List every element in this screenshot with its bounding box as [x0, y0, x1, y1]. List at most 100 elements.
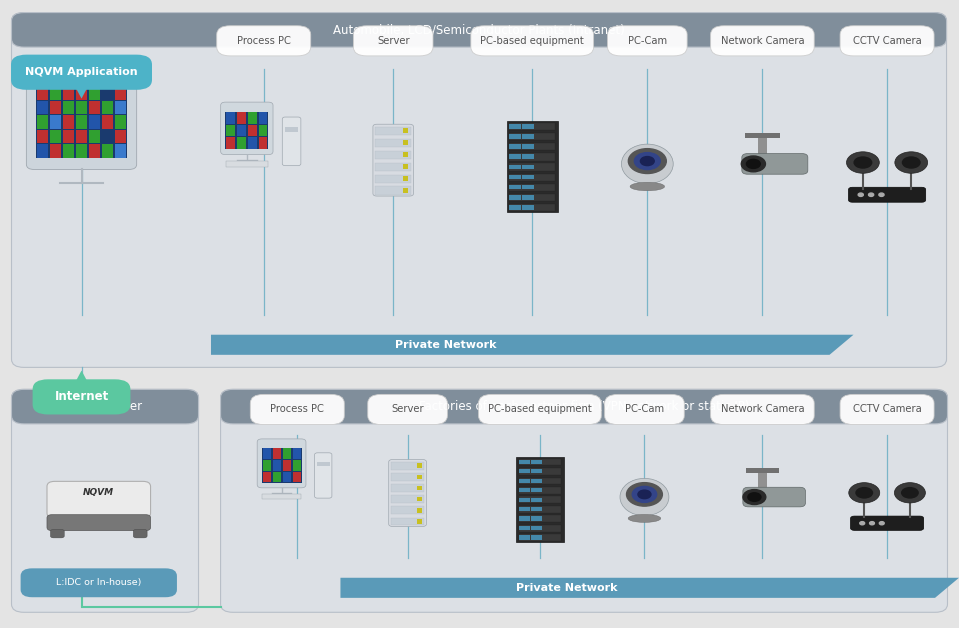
- Bar: [530, 479, 542, 483]
- FancyBboxPatch shape: [47, 481, 151, 518]
- Bar: [247, 138, 257, 149]
- Bar: [509, 134, 522, 139]
- Text: Server: Server: [377, 36, 409, 46]
- Circle shape: [746, 160, 760, 168]
- Ellipse shape: [628, 514, 661, 522]
- FancyBboxPatch shape: [221, 389, 947, 424]
- FancyBboxPatch shape: [12, 13, 947, 47]
- Bar: [519, 516, 561, 522]
- Bar: [283, 460, 291, 470]
- Bar: [263, 448, 270, 459]
- FancyBboxPatch shape: [217, 26, 311, 56]
- FancyBboxPatch shape: [12, 55, 152, 90]
- FancyBboxPatch shape: [221, 389, 947, 612]
- Ellipse shape: [847, 152, 879, 173]
- Text: Server: Server: [391, 404, 424, 414]
- Bar: [259, 138, 268, 149]
- Ellipse shape: [895, 483, 925, 503]
- FancyBboxPatch shape: [743, 487, 806, 507]
- Polygon shape: [75, 86, 88, 99]
- Bar: [509, 195, 522, 200]
- Polygon shape: [211, 335, 854, 355]
- Bar: [509, 165, 522, 169]
- Text: L:IDC or In-house): L:IDC or In-house): [56, 578, 142, 587]
- Circle shape: [638, 490, 651, 499]
- Bar: [523, 134, 534, 139]
- Bar: [50, 101, 61, 114]
- Bar: [519, 496, 561, 503]
- Bar: [37, 144, 48, 158]
- Bar: [530, 497, 542, 502]
- Text: Internet: Internet: [55, 391, 108, 403]
- Polygon shape: [745, 133, 780, 139]
- Bar: [509, 185, 522, 190]
- FancyBboxPatch shape: [20, 568, 176, 597]
- Bar: [519, 487, 561, 494]
- Bar: [50, 144, 61, 158]
- Text: Network Camera: Network Camera: [720, 36, 805, 46]
- Circle shape: [748, 493, 760, 501]
- Circle shape: [743, 490, 766, 504]
- Bar: [509, 175, 522, 179]
- Circle shape: [626, 483, 663, 506]
- Bar: [519, 477, 561, 484]
- Bar: [115, 116, 126, 129]
- Polygon shape: [746, 468, 779, 473]
- Bar: [417, 519, 422, 524]
- Bar: [519, 535, 529, 539]
- Bar: [530, 460, 542, 464]
- Bar: [509, 153, 555, 161]
- Bar: [225, 161, 268, 167]
- FancyBboxPatch shape: [840, 26, 934, 56]
- Bar: [509, 205, 522, 210]
- Bar: [523, 175, 534, 179]
- FancyBboxPatch shape: [33, 379, 130, 414]
- Bar: [237, 112, 246, 124]
- Bar: [50, 130, 61, 143]
- Bar: [292, 448, 300, 459]
- Bar: [509, 154, 522, 159]
- Bar: [226, 112, 235, 124]
- Bar: [519, 506, 561, 512]
- Bar: [262, 494, 301, 499]
- Text: NQVM Application: NQVM Application: [25, 67, 138, 77]
- Bar: [63, 116, 74, 129]
- Bar: [272, 448, 281, 459]
- Bar: [89, 144, 100, 158]
- FancyBboxPatch shape: [12, 13, 947, 367]
- Bar: [523, 165, 534, 169]
- Bar: [76, 101, 87, 114]
- Ellipse shape: [630, 182, 665, 191]
- Bar: [519, 469, 529, 474]
- Text: CCTV Camera: CCTV Camera: [853, 36, 922, 46]
- Bar: [285, 127, 298, 132]
- Bar: [376, 163, 410, 171]
- Bar: [523, 154, 534, 159]
- Bar: [530, 488, 542, 492]
- Bar: [292, 472, 300, 482]
- Bar: [391, 473, 424, 480]
- Ellipse shape: [855, 487, 874, 499]
- Bar: [404, 188, 409, 193]
- Bar: [115, 86, 126, 100]
- Bar: [509, 173, 555, 181]
- FancyBboxPatch shape: [12, 389, 199, 612]
- FancyBboxPatch shape: [388, 460, 427, 526]
- Bar: [50, 86, 61, 100]
- Bar: [523, 124, 534, 129]
- Bar: [519, 468, 561, 475]
- Bar: [519, 507, 529, 511]
- Circle shape: [879, 522, 884, 525]
- Bar: [391, 506, 424, 514]
- Bar: [509, 194, 555, 201]
- Circle shape: [870, 522, 875, 525]
- Bar: [36, 85, 127, 158]
- Bar: [404, 165, 409, 169]
- Polygon shape: [758, 473, 767, 500]
- Bar: [76, 86, 87, 100]
- Bar: [225, 112, 269, 149]
- Bar: [237, 138, 246, 149]
- Bar: [63, 144, 74, 158]
- FancyBboxPatch shape: [711, 394, 814, 425]
- Bar: [519, 458, 561, 465]
